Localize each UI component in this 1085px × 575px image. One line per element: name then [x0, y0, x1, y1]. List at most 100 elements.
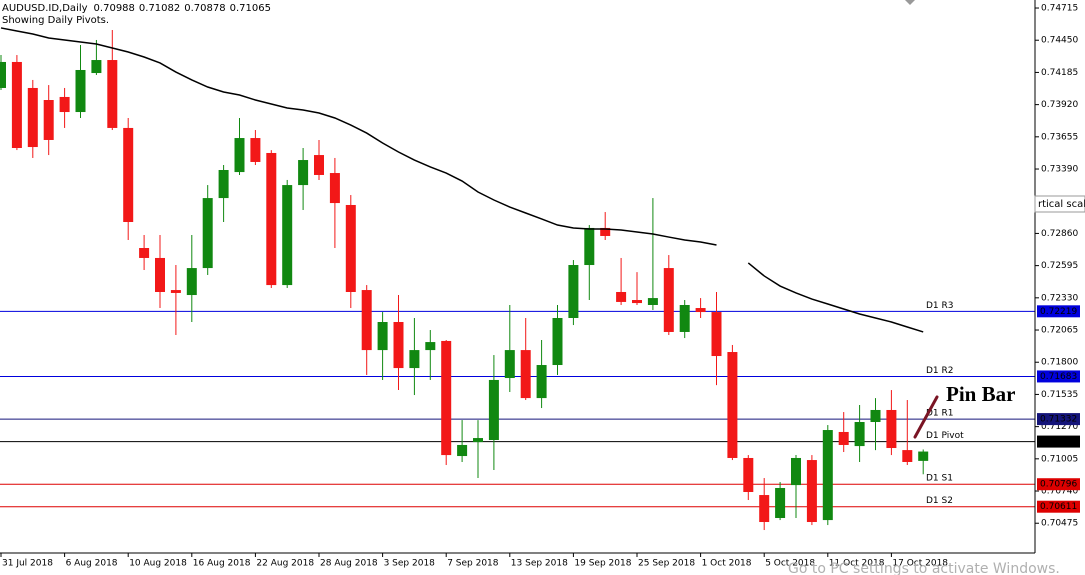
pivot-price: 0.71147: [1040, 437, 1077, 447]
candle-body: [59, 96, 70, 113]
y-tick-label: 0.71005: [1041, 454, 1078, 464]
candle-body: [329, 173, 340, 204]
candle-body: [600, 227, 611, 236]
pivot-price-box: [1037, 370, 1080, 383]
pivot-label: D1 R1: [926, 409, 954, 419]
candle-body: [218, 169, 229, 199]
pivot-label: D1 R2: [926, 366, 954, 376]
y-tick-label: 0.72065: [1041, 326, 1078, 336]
y-tick-label: 0.74715: [1041, 4, 1078, 14]
x-tick-label: 16 Aug 2018: [193, 559, 251, 569]
candle-body: [727, 352, 738, 458]
x-tick-label: 22 Aug 2018: [256, 559, 314, 569]
candle-body: [870, 409, 881, 423]
y-tick-label: 0.71800: [1041, 358, 1078, 368]
candle-body: [918, 451, 929, 461]
candle-body: [186, 268, 197, 296]
candle-body: [234, 138, 245, 173]
pivot-price: 0.70796: [1040, 480, 1077, 490]
pivot-price: 0.71683: [1040, 372, 1077, 382]
x-tick-label: 25 Sep 2018: [638, 559, 695, 569]
x-tick-label: 31 Jul 2018: [2, 559, 53, 569]
annotation-line: [913, 395, 939, 439]
x-tick-label: 3 Sep 2018: [384, 559, 436, 569]
candle-body: [711, 312, 722, 357]
x-tick-label: 6 Aug 2018: [66, 559, 118, 569]
candle-body: [632, 300, 642, 304]
candle-body: [43, 100, 54, 140]
candle-body: [314, 155, 324, 175]
candle-body: [91, 60, 102, 74]
candle-body: [27, 87, 38, 148]
candle-body: [441, 340, 452, 456]
header-high: 0.71082: [139, 3, 180, 14]
candle-body: [0, 61, 6, 88]
moving-average: [0, 27, 717, 246]
y-tick-label: 0.72860: [1041, 229, 1078, 239]
tooltip-box: [1034, 195, 1085, 213]
candle-body: [139, 248, 150, 258]
candle-body: [266, 152, 277, 286]
candle-body: [822, 430, 833, 521]
candle-body: [282, 185, 293, 286]
candle-body: [759, 495, 770, 523]
x-tick-label: 5 Oct 2018: [765, 559, 815, 569]
candle-body: [743, 457, 754, 493]
pivot-price-box: [1037, 478, 1080, 491]
x-tick-label: 17 Oct 2018: [892, 559, 948, 569]
watermark: Go to PC settings to activate Windows.: [788, 561, 1060, 575]
candle-body: [552, 317, 563, 366]
x-tick-label: 11 Oct 2018: [829, 559, 885, 569]
candle-body: [791, 457, 801, 486]
moving-average: [747, 262, 924, 333]
candle-body: [568, 265, 579, 318]
header: AUDUSD.ID,Daily 0.70988 0.71082 0.70878 0.71…: [2, 3, 271, 14]
candle-body: [695, 308, 706, 313]
candle-body: [457, 444, 468, 457]
candle-body: [616, 291, 627, 302]
header-low: 0.70878: [184, 3, 225, 14]
candle-body: [806, 460, 817, 523]
pivot-price-box: [1037, 305, 1080, 318]
pivot-price: 0.72219: [1040, 307, 1077, 317]
tooltip: rtical scal: [1038, 199, 1085, 210]
candle-body: [425, 342, 436, 351]
candle-body: [170, 290, 181, 293]
pivot-price: 0.71332: [1040, 415, 1077, 425]
pivot-label: D1 S1: [926, 474, 953, 484]
pivot-price-box: [1037, 500, 1080, 513]
candle-body: [854, 422, 865, 447]
y-tick-label: 0.73920: [1041, 100, 1078, 110]
candle-body: [488, 379, 499, 440]
candle-body: [11, 61, 22, 149]
candle-body: [409, 350, 420, 369]
x-tick-label: 1 Oct 2018: [702, 559, 752, 569]
y-tick-label: 0.72330: [1041, 293, 1078, 303]
y-tick-label: 0.74450: [1041, 36, 1078, 46]
candle-body: [775, 487, 786, 519]
subtitle: Showing Daily Pivots.: [2, 15, 109, 26]
candle-body: [584, 227, 595, 266]
x-tick-label: 28 Aug 2018: [320, 559, 378, 569]
y-tick-label: 0.70475: [1041, 519, 1078, 529]
y-tick-label: 0.71535: [1041, 390, 1078, 400]
y-tick-label: 0.73390: [1041, 165, 1078, 175]
candle-body: [377, 322, 388, 351]
symbol: AUDUSD.ID,Daily: [2, 3, 88, 14]
plot-area: D1 R3 D1 R2 D1 R1 D1 Pivot D1 S1 D1 S2: [0, 27, 1035, 531]
candle-body: [345, 204, 356, 292]
pivot-label: D1 Pivot: [926, 431, 964, 441]
y-tick-label: 0.70740: [1041, 487, 1078, 497]
candle-body: [75, 69, 86, 113]
annotation: Pin Bar: [946, 382, 1015, 406]
candle-body: [202, 198, 213, 269]
candle-body: [520, 350, 531, 399]
pivot-price: 0.70611: [1040, 502, 1077, 512]
header-close: 0.71065: [230, 3, 271, 14]
pivot-price-box: [1037, 413, 1080, 426]
x-tick-label: 19 Sep 2018: [574, 559, 631, 569]
candle-body: [123, 127, 134, 223]
candle-body: [250, 138, 261, 162]
candle-body: [393, 322, 404, 369]
